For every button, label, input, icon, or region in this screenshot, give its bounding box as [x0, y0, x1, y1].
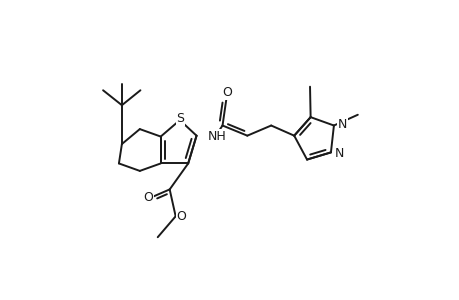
Text: O: O	[143, 191, 153, 204]
Text: NH: NH	[207, 130, 226, 143]
Text: N: N	[334, 147, 343, 161]
Text: S: S	[176, 112, 184, 125]
Text: N: N	[337, 118, 346, 131]
Text: O: O	[176, 210, 186, 224]
Text: O: O	[222, 86, 231, 99]
